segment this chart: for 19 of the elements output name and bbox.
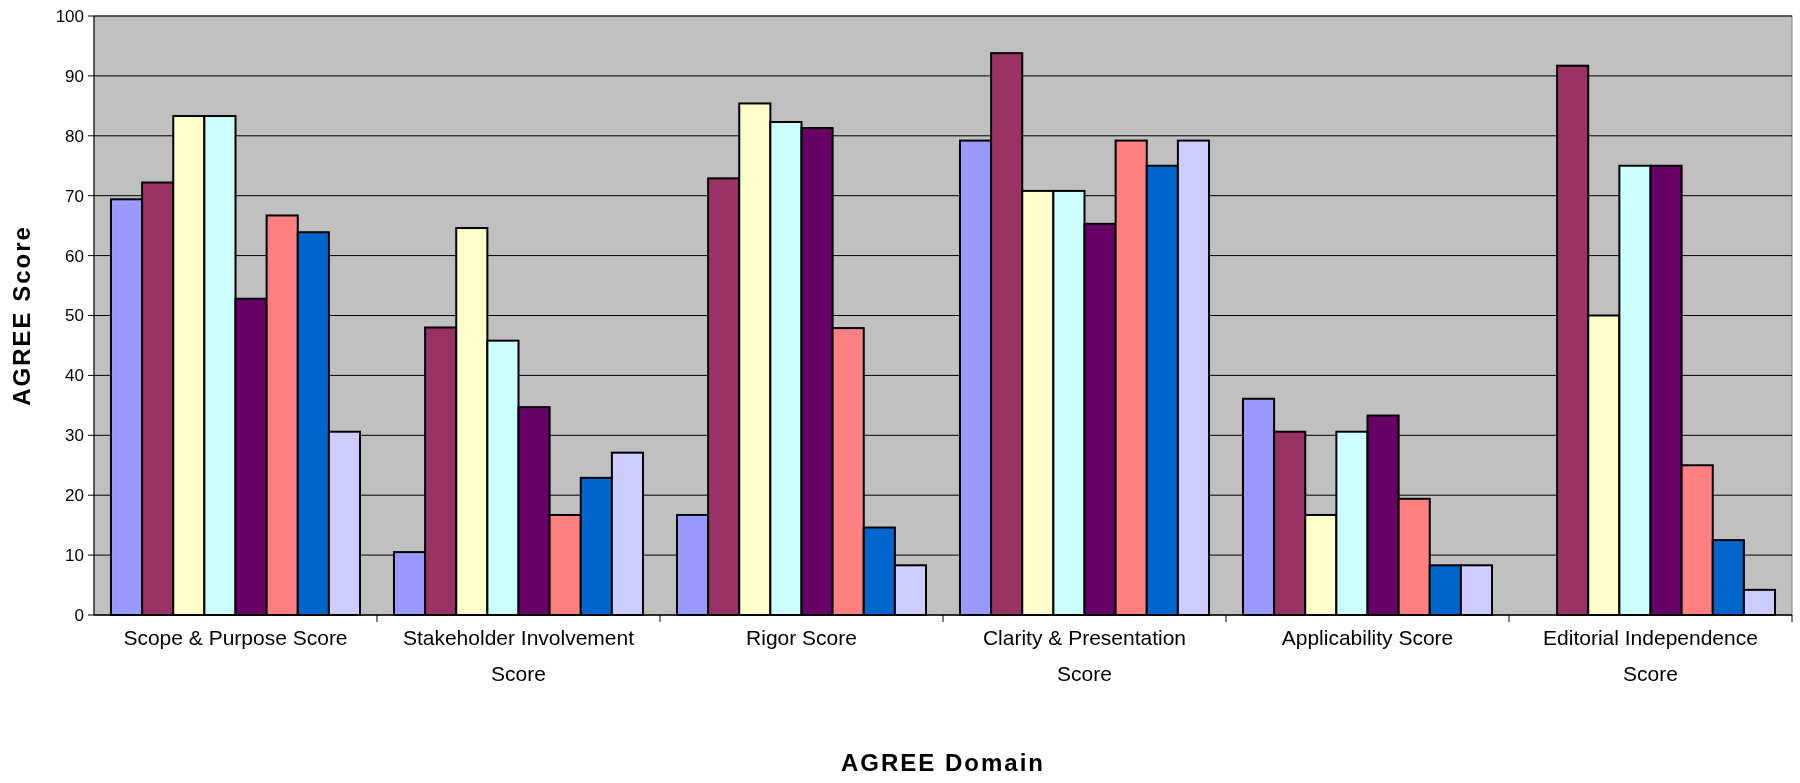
x-tick-label: Stakeholder Involvement Score [402, 626, 635, 685]
x-axis-title: AGREE Domain [840, 749, 1046, 776]
x-tick-label: Clarity & Presentation Score [982, 626, 1187, 685]
x-tick-label: Rigor Score [746, 626, 857, 649]
x-tick-label: Editorial Independence Score [1543, 626, 1758, 685]
y-tick-label: 30 [65, 426, 84, 446]
y-tick-label: 90 [65, 66, 84, 86]
y-tick-label: 10 [65, 546, 84, 566]
y-tick-label: 60 [65, 246, 84, 266]
y-tick-label: 20 [65, 486, 84, 506]
x-tick-label: Applicability Score [1281, 626, 1454, 649]
y-axis-title: AGREE Score [8, 225, 35, 406]
y-tick-label: 50 [65, 306, 84, 326]
y-tick-label: 70 [65, 186, 84, 206]
x-tick-label: Scope & Purpose Score [123, 626, 348, 649]
y-tick-label: 80 [65, 126, 84, 146]
y-tick-label: 40 [65, 366, 84, 386]
y-tick-label: 100 [55, 6, 84, 26]
y-tick-label: 0 [74, 605, 84, 625]
